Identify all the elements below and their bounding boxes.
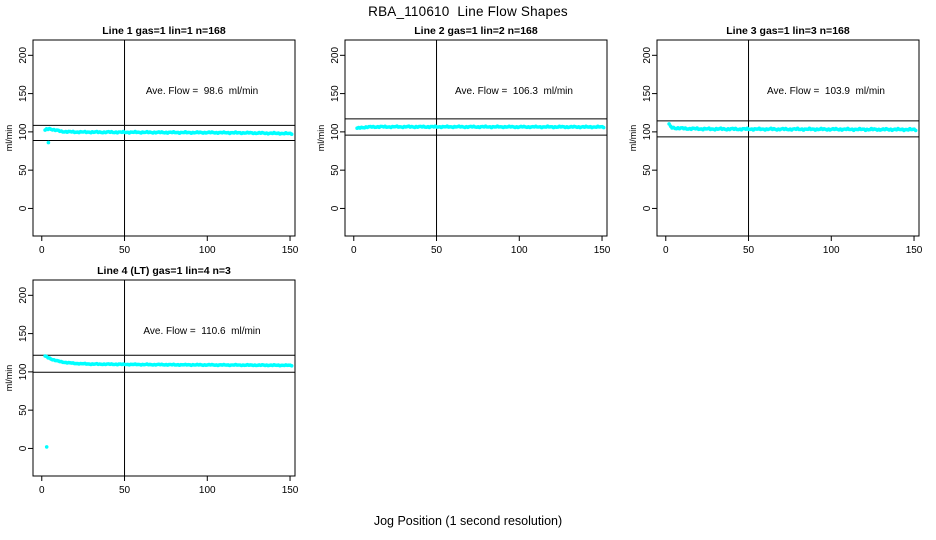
x-tick-label: 0 xyxy=(663,245,669,256)
scatter-points xyxy=(667,122,918,133)
chart-area: 0 50 100 150 0 50 100 150 200 ml/min xyxy=(316,39,611,256)
x-tick-label: 50 xyxy=(119,485,131,496)
x-tick-label: 50 xyxy=(743,245,755,256)
y-tick-label: 50 xyxy=(642,164,653,176)
avg-flow-annotation: Ave. Flow = 98.6 ml/min xyxy=(145,86,259,97)
x-tick-label: 100 xyxy=(823,245,840,256)
y-tick-label: 0 xyxy=(330,205,341,211)
y-axis-title: ml/min xyxy=(316,125,326,152)
avg-flow-annotation: Ave. Flow = 110.6 ml/min xyxy=(143,326,261,337)
y-tick-label: 50 xyxy=(330,164,341,176)
y-tick-label: 150 xyxy=(18,85,29,102)
x-tick-label: 100 xyxy=(511,245,528,256)
y-tick-label: 100 xyxy=(642,123,653,140)
y-tick-label: 100 xyxy=(18,363,29,380)
y-tick-label: 200 xyxy=(330,47,341,64)
y-axis-title: ml/min xyxy=(628,125,638,152)
panel-title: Line 2 gas=1 lin=2 n=168 xyxy=(414,25,538,37)
avg-flow-annotation: Ave. Flow = 106.3 ml/min xyxy=(455,86,573,97)
y-axis-title: ml/min xyxy=(4,125,14,152)
y-tick-label: 50 xyxy=(18,404,29,416)
x-tick-label: 50 xyxy=(431,245,443,256)
y-tick-label: 150 xyxy=(330,85,341,102)
y-tick-label: 0 xyxy=(18,445,29,451)
x-tick-label: 150 xyxy=(282,485,299,496)
chart-panel-line-1: Line 1 gas=1 lin=1 n=168 0 50 100 150 0 50 100… xyxy=(0,22,312,260)
y-tick-label: 200 xyxy=(642,47,653,64)
x-tick-label: 50 xyxy=(119,245,131,256)
y-tick-label: 200 xyxy=(18,287,29,304)
scatter-points xyxy=(43,126,294,145)
scatter-points xyxy=(355,124,606,130)
x-tick-label: 0 xyxy=(351,245,357,256)
chart-area: 0 50 100 150 0 50 100 150 200 ml/min xyxy=(628,39,923,256)
x-tick-label: 0 xyxy=(39,245,45,256)
chart-area: 0 50 100 150 0 50 100 150 200 ml/min xyxy=(4,39,299,256)
x-tick-label: 100 xyxy=(199,485,216,496)
x-tick-label: 150 xyxy=(906,245,923,256)
main-title: RBA_110610 Line Flow Shapes xyxy=(368,4,568,19)
plot-box xyxy=(656,39,920,237)
avg-flow-annotation: Ave. Flow = 103.9 ml/min xyxy=(767,86,885,97)
y-tick-label: 0 xyxy=(642,205,653,211)
y-tick-label: 200 xyxy=(18,47,29,64)
y-tick-label: 150 xyxy=(18,325,29,342)
x-tick-label: 0 xyxy=(39,485,45,496)
outlier-point xyxy=(44,445,49,449)
x-tick-label: 100 xyxy=(199,245,216,256)
plot-box xyxy=(32,279,296,477)
x-tick-label: 150 xyxy=(282,245,299,256)
x-tick-label: 150 xyxy=(594,245,611,256)
panel-title: Line 4 (LT) gas=1 lin=4 n=3 xyxy=(97,265,231,277)
chart-panel-line-3: Line 3 gas=1 lin=3 n=168 0 50 100 150 0 50 100… xyxy=(624,22,936,260)
y-axis-title: ml/min xyxy=(4,365,14,392)
chart-panel-line-4: Line 4 (LT) gas=1 lin=4 n=3 0 50 100 150 0 50… xyxy=(0,262,312,500)
x-axis-title: Jog Position (1 second resolution) xyxy=(373,514,563,528)
plot-box xyxy=(344,39,608,237)
chart-area: 0 50 100 150 0 50 100 150 200 ml/min xyxy=(4,279,299,496)
scatter-points xyxy=(43,354,294,449)
y-tick-label: 150 xyxy=(642,85,653,102)
panel-title: Line 3 gas=1 lin=3 n=168 xyxy=(726,25,850,37)
y-tick-label: 0 xyxy=(18,205,29,211)
chart-panel-line-2: Line 2 gas=1 lin=2 n=168 0 50 100 150 0 50 100… xyxy=(312,22,624,260)
outlier-point xyxy=(46,140,51,145)
plot-box xyxy=(32,39,296,237)
y-tick-label: 100 xyxy=(18,123,29,140)
y-tick-label: 100 xyxy=(330,123,341,140)
y-tick-label: 50 xyxy=(18,164,29,176)
panel-title: Line 1 gas=1 lin=1 n=168 xyxy=(102,25,226,37)
